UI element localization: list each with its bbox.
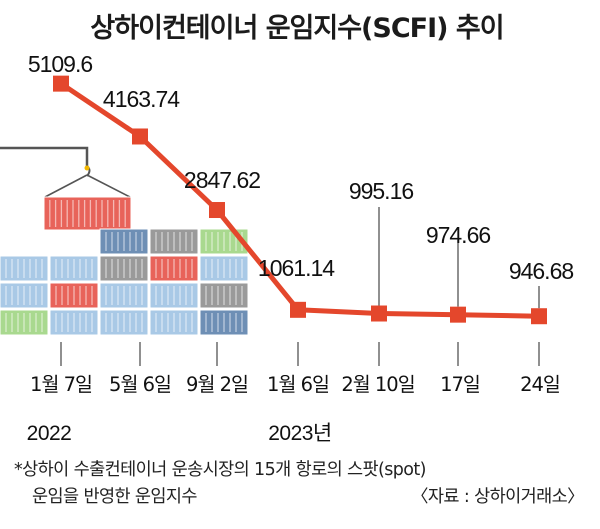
- data-label: 2847.62: [184, 167, 260, 193]
- stacked-container: [149, 228, 199, 255]
- container-stack: [0, 228, 249, 336]
- crane-hook-joint: [84, 165, 90, 171]
- data-label: 1061.14: [258, 255, 335, 281]
- stacked-container: [0, 309, 49, 336]
- stacked-container: [199, 282, 249, 309]
- x-tick-label: 5월 6일: [109, 373, 171, 396]
- stacked-container: [149, 282, 199, 309]
- data-label: 5109.6: [28, 51, 93, 77]
- stacked-container: [0, 255, 49, 282]
- plot-area: 5109.6 4163.74 2847.62 1061.14 995.16 974.66 9…: [28, 51, 575, 396]
- stacked-container: [99, 228, 149, 255]
- stacked-container: [49, 282, 99, 309]
- stacked-container: [99, 255, 149, 282]
- data-label: 974.66: [426, 222, 491, 248]
- data-point-marker: [53, 75, 69, 92]
- stacked-container: [49, 255, 99, 282]
- data-point-marker: [290, 301, 306, 318]
- crane-slings: [44, 174, 131, 198]
- data-point-marker: [132, 128, 148, 145]
- source-note: 〈자료 : 상하이거래소〉: [411, 487, 584, 507]
- stacked-container: [149, 255, 199, 282]
- stacked-container: [199, 255, 249, 282]
- stacked-container: [149, 309, 199, 336]
- container-crane-illustration: [0, 146, 249, 336]
- data-point-marker: [450, 306, 466, 323]
- x-tick-label: 2월 10일: [341, 373, 414, 396]
- data-label: 995.16: [349, 178, 414, 204]
- hanging-red-container: [43, 196, 132, 231]
- stacked-container: [0, 282, 49, 309]
- crane-arm: [0, 146, 89, 168]
- stacked-container: [199, 309, 249, 336]
- data-point-marker: [531, 308, 547, 325]
- data-label: 4163.74: [103, 86, 180, 112]
- x-tick-label: 24일: [520, 373, 560, 396]
- x-tick-label: 9월 2일: [186, 373, 248, 396]
- footnote-line2: 운임을 반영한 운임지수: [32, 487, 197, 507]
- stacked-container: [99, 282, 149, 309]
- x-tick-label: 1월 7일: [30, 373, 92, 396]
- hanging-container: [43, 196, 132, 231]
- data-label: 946.68: [509, 258, 574, 284]
- data-point-marker: [209, 202, 225, 219]
- year-label-2022: 2022: [27, 422, 72, 445]
- stacked-container: [99, 309, 149, 336]
- data-point-marker: [371, 305, 387, 322]
- x-tick-label: 17일: [440, 373, 480, 396]
- footnote-line1: *상하이 수출컨테이너 운송시장의 15개 항로의 스팟(spot): [14, 460, 426, 480]
- chart-title: 상하이컨테이너 운임지수(SCFI) 추이: [90, 13, 503, 44]
- stacked-container: [49, 309, 99, 336]
- year-label-2023: 2023년: [268, 422, 332, 445]
- x-tick-label: 1월 6일: [267, 373, 329, 396]
